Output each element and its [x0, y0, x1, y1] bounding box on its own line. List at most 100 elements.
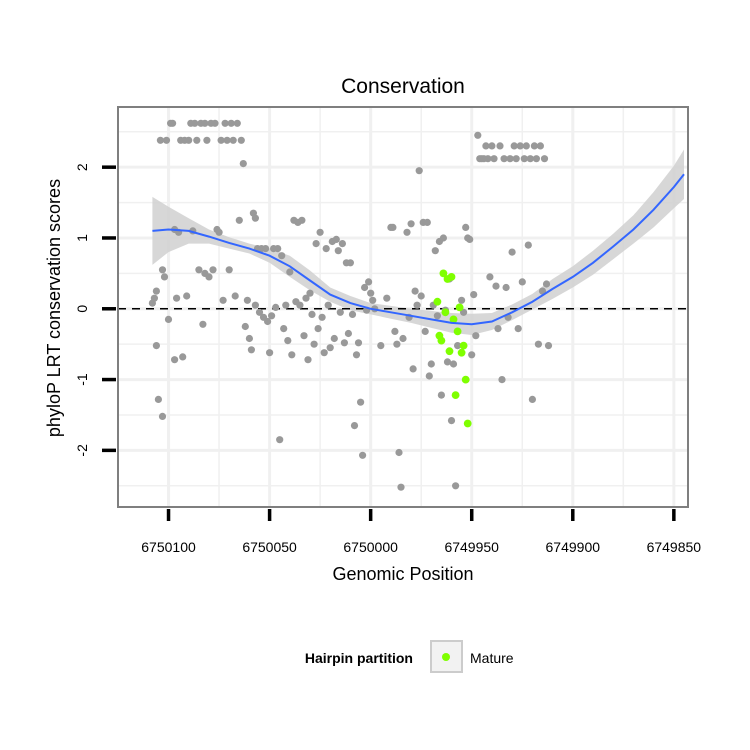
data-point: [409, 365, 417, 373]
data-point: [462, 223, 470, 231]
data-point-mature: [437, 336, 446, 345]
data-point: [344, 329, 352, 338]
panel-border: [117, 106, 689, 508]
data-point: [508, 248, 516, 256]
data-point: [255, 308, 264, 316]
data-point: [302, 294, 310, 302]
data-point: [415, 167, 423, 175]
data-point: [447, 417, 456, 425]
data-point-mature: [455, 303, 464, 312]
data-point: [439, 234, 447, 242]
data-point: [247, 346, 255, 354]
data-point: [514, 325, 522, 333]
data-point-mature: [441, 308, 450, 317]
data-point: [540, 155, 549, 163]
data-point: [316, 228, 324, 236]
data-point: [296, 301, 304, 309]
data-point: [225, 266, 233, 274]
data-point: [506, 155, 514, 163]
data-point: [413, 301, 421, 309]
data-point: [417, 292, 425, 300]
data-point: [369, 296, 377, 304]
data-point: [522, 142, 530, 150]
legend-mature-marker: [442, 653, 450, 661]
y-axis: 2 1 0 -1 -2: [74, 163, 116, 457]
data-point: [211, 119, 219, 127]
x-tick-label: 6750000: [343, 539, 398, 555]
data-point: [488, 142, 496, 150]
data-point: [154, 395, 162, 403]
legend-title: Hairpin partition: [305, 650, 413, 666]
legend-label-mature: Mature: [470, 650, 514, 666]
data-point: [354, 339, 363, 347]
data-point: [330, 334, 338, 343]
data-point: [173, 294, 181, 302]
data-point: [346, 259, 354, 267]
y-tick-label: -1: [74, 373, 90, 386]
data-point: [245, 334, 253, 343]
chart-title: Conservation: [341, 75, 465, 98]
data-point: [454, 342, 462, 350]
data-point-mature: [433, 297, 442, 306]
data-point: [235, 216, 243, 224]
data-point-mature: [463, 419, 472, 428]
data-point: [482, 142, 490, 150]
data-point: [496, 142, 504, 150]
data-point-mature: [453, 327, 462, 336]
data-point: [427, 360, 435, 368]
data-point: [179, 353, 187, 361]
data-point: [152, 342, 160, 350]
data-point: [449, 360, 458, 368]
data-point: [528, 395, 537, 403]
data-point: [274, 245, 282, 253]
data-point: [288, 351, 296, 359]
data-point: [158, 266, 167, 274]
data-point: [227, 119, 235, 127]
x-tick-label: 6750100: [141, 539, 196, 555]
data-point: [494, 325, 502, 333]
data-point: [389, 223, 397, 231]
data-point: [185, 136, 193, 144]
data-point: [348, 310, 357, 318]
data-point: [276, 436, 284, 444]
data-point: [150, 294, 158, 302]
data-point: [169, 119, 177, 127]
data-point: [468, 351, 476, 359]
data-point: [502, 283, 510, 292]
data-point: [532, 155, 541, 163]
data-point: [538, 287, 547, 295]
data-point: [322, 245, 330, 253]
data-point-mature: [445, 347, 454, 356]
data-point: [215, 228, 223, 236]
data-point: [443, 358, 452, 366]
data-point: [431, 247, 439, 255]
data-point-mature: [451, 391, 460, 399]
data-point: [423, 218, 431, 226]
x-tick-label: 6749950: [444, 539, 499, 555]
data-point: [466, 235, 474, 243]
data-point: [334, 247, 342, 255]
data-point: [512, 155, 520, 163]
data-point: [191, 119, 199, 127]
data-point: [201, 119, 209, 127]
data-point: [452, 482, 460, 490]
legend: Hairpin partition Mature: [305, 640, 514, 673]
data-point: [164, 315, 173, 323]
data-point: [156, 136, 164, 144]
data-point: [241, 322, 249, 331]
data-point: [312, 240, 320, 248]
data-point: [231, 292, 239, 300]
data-point: [268, 312, 276, 320]
y-tick-label: 2: [74, 163, 90, 171]
data-point: [484, 155, 492, 163]
x-tick-label: 6750050: [242, 539, 297, 555]
data-point: [264, 317, 272, 326]
data-point: [314, 325, 322, 333]
data-point: [158, 412, 167, 420]
data-point: [510, 142, 518, 150]
data-point: [340, 339, 348, 347]
y-axis-label: phyloP LRT conservation scores: [44, 179, 64, 437]
data-point: [377, 342, 385, 350]
x-tick-label: 6749850: [647, 539, 702, 555]
